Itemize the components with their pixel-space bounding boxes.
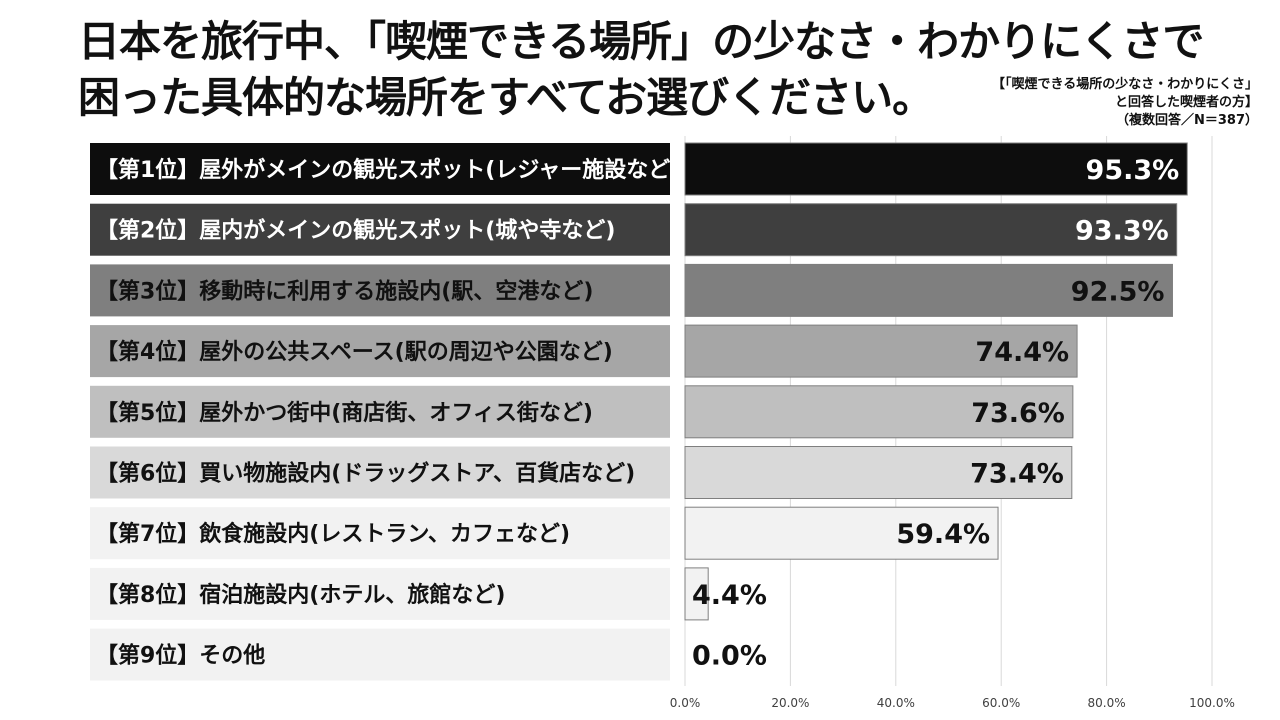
category-label: 【第7位】飲食施設内(レストラン、カフェなど)	[96, 521, 570, 547]
bar	[684, 324, 1078, 378]
category-label-box	[90, 385, 670, 438]
data-label: 93.3%	[1075, 216, 1169, 247]
category-label-box	[90, 203, 670, 256]
category-label-box	[90, 507, 670, 560]
bar	[684, 142, 1188, 196]
data-label: 92.5%	[1071, 276, 1165, 307]
data-label: 4.4%	[692, 580, 767, 611]
sample-note: 【「喫煙できる場所の少なさ・わかりにくさ」 と回答した喫煙者の方】 （複数回答／…	[992, 77, 1258, 128]
x-tick-label: 60.0%	[982, 696, 1020, 710]
category-label: 【第4位】屋外の公共スペース(駅の周辺や公園など)	[96, 339, 613, 365]
category-label: 【第6位】買い物施設内(ドラッグストア、百貨店など)	[96, 461, 635, 487]
category-label: 【第1位】屋外がメインの観光スポット(レジャー施設など)	[96, 157, 680, 183]
data-label: 74.4%	[975, 337, 1069, 368]
category-label-box	[90, 143, 670, 195]
bar	[684, 446, 1073, 499]
bar	[684, 385, 1074, 439]
bar	[684, 567, 709, 621]
category-label: 【第3位】移動時に利用する施設内(駅、空港など)	[96, 278, 593, 304]
category-label: 【第8位】宿泊施設内(ホテル、旅館など)	[96, 582, 505, 608]
bar	[684, 203, 1178, 257]
x-tick-label: 100.0%	[1189, 696, 1235, 710]
x-tick-label: 20.0%	[771, 696, 809, 710]
x-tick-label: 40.0%	[877, 696, 915, 710]
category-label: 【第2位】屋内がメインの観光スポット(城や寺など)	[96, 218, 615, 244]
category-label: 【第5位】屋外かつ街中(商店街、オフィス街など)	[96, 400, 593, 426]
category-label-box	[90, 628, 670, 681]
x-tick-label: 0.0%	[670, 696, 701, 710]
category-label-box	[90, 567, 670, 620]
chart-title: 日本を旅行中、「喫煙できる場所」の少なさ・わかりにくさで 困った具体的な場所をす…	[78, 17, 1204, 122]
category-label-box	[90, 325, 670, 378]
category-label-box	[90, 264, 670, 317]
data-label: 0.0%	[692, 641, 767, 672]
bar	[684, 263, 1173, 317]
category-label: 【第9位】その他	[96, 643, 265, 669]
data-label: 73.4%	[970, 459, 1064, 490]
bar	[684, 506, 999, 560]
data-label: 59.4%	[896, 519, 990, 550]
data-label: 73.6%	[971, 398, 1065, 429]
x-tick-label: 80.0%	[1088, 696, 1126, 710]
category-label-box	[90, 446, 670, 499]
data-label: 95.3%	[1086, 155, 1180, 186]
